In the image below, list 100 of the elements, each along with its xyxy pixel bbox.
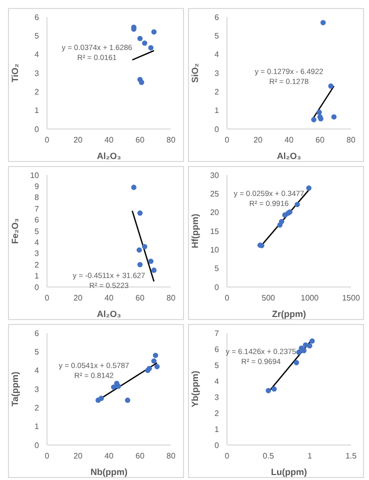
y-tick-label: 5 (34, 32, 40, 41)
point (148, 45, 154, 50)
y-tick-label: 6 (34, 328, 40, 338)
point (111, 384, 116, 390)
x-tick-label: 60 (316, 136, 325, 145)
point (116, 384, 121, 389)
x-axis-title: Nb(ppm) (90, 467, 128, 477)
y-tick-label: 5 (34, 226, 40, 236)
y-tick-label: 5 (214, 32, 220, 41)
y-axis-title: Ta(ppm) (10, 372, 20, 406)
point (148, 258, 154, 264)
y-tick-label: 5 (34, 348, 40, 357)
y-axis-title: Fe₂O₃ (10, 218, 20, 244)
point (137, 36, 143, 42)
x-tick-label: 0 (44, 452, 50, 461)
y-tick-label: 30 (210, 170, 220, 180)
y-tick-label: 2 (34, 404, 40, 413)
y-tick-label: 1 (34, 272, 40, 281)
point (152, 352, 158, 358)
point (294, 202, 300, 208)
y-tick-label: 20 (210, 208, 220, 218)
point (331, 114, 337, 120)
y-tick-label: 4 (214, 50, 220, 60)
point (301, 348, 307, 354)
point (138, 80, 144, 85)
x-tick-label: 1000 (300, 294, 320, 303)
point (137, 210, 143, 216)
y-tick-label: 1 (214, 424, 220, 434)
x-tick-label: 0 (224, 136, 230, 145)
x-tick-label: 40 (104, 452, 114, 461)
x-tick-label: 1 (307, 452, 312, 461)
point (131, 184, 136, 190)
point (316, 110, 322, 115)
y-tick-label: 10 (210, 246, 220, 255)
y-axis-title: Hf(ppm) (190, 214, 200, 248)
point (278, 219, 284, 224)
y-tick-label: 3 (34, 249, 40, 258)
y-tick-label: 1 (34, 422, 40, 432)
x-tick-label: 80 (346, 136, 356, 145)
y-tick-label: 15 (210, 226, 220, 236)
y-tick-label: 3 (34, 68, 40, 78)
x-tick-label: 20 (74, 136, 83, 145)
point (151, 268, 157, 273)
point (311, 117, 316, 122)
x-tick-label: 1.5 (345, 452, 358, 461)
y-tick-label: 6 (34, 216, 40, 225)
y-tick-label: 0 (214, 440, 220, 450)
x-tick-label: 1500 (342, 294, 360, 303)
y-tick-label: 8 (34, 193, 40, 202)
y-tick-label: 0 (34, 282, 40, 292)
y-tick-label: 4 (34, 50, 40, 60)
point (142, 40, 148, 46)
y-tick-label: 0 (214, 124, 220, 134)
point (306, 185, 312, 191)
y-tick-label: 2 (214, 408, 220, 418)
y-axis-title: SiO₂ (190, 63, 200, 83)
y-tick-label: 3 (214, 392, 220, 402)
x-tick-label: 0.5 (262, 452, 274, 461)
x-tick-label: 80 (166, 294, 176, 303)
x-tick-label: 80 (166, 136, 176, 145)
x-tick-label: 20 (74, 294, 83, 303)
x-axis-title: Al₂O₃ (96, 151, 122, 161)
x-tick-label: 40 (284, 136, 294, 145)
x-axis-title: Lu(ppm) (271, 467, 307, 477)
point (296, 350, 302, 355)
point (151, 29, 157, 35)
y-tick-label: 4 (34, 238, 40, 248)
point (294, 360, 300, 366)
y-tick-label: 1 (214, 106, 220, 116)
point (124, 398, 130, 403)
y-tick-label: 2 (34, 88, 40, 97)
y-tick-label: 3 (214, 68, 220, 78)
y-tick-label: 2 (34, 260, 40, 270)
y-tick-label: 0 (34, 440, 40, 450)
point (98, 396, 104, 401)
y-tick-label: 2 (214, 88, 220, 97)
y-tick-label: 4 (214, 376, 220, 386)
point (266, 388, 271, 394)
y-tick-label: 5 (214, 264, 220, 274)
y-tick-label: 6 (214, 344, 220, 354)
x-tick-label: 40 (104, 294, 114, 303)
y-tick-label: 0 (34, 124, 40, 134)
x-tick-label: 60 (136, 294, 145, 303)
x-tick-label: 20 (74, 452, 83, 461)
point (320, 20, 326, 26)
x-tick-label: 20 (254, 136, 263, 145)
y-axis-title: Yb(ppm) (190, 370, 200, 408)
point (307, 343, 312, 348)
point (151, 358, 157, 364)
y-axis-title: TiO₂ (10, 64, 20, 82)
x-tick-label: 500 (262, 294, 276, 303)
x-tick-label: 0 (44, 136, 50, 145)
x-axis-title: Al₂O₃ (96, 309, 122, 319)
y-tick-label: 6 (214, 12, 220, 22)
x-axis-title: Zr(ppm) (272, 309, 306, 319)
x-tick-label: 0 (224, 452, 230, 461)
x-axis-title: Al₂O₃ (276, 151, 302, 161)
y-tick-label: 4 (34, 366, 40, 376)
point (142, 244, 148, 250)
x-tick-label: 60 (136, 452, 145, 461)
